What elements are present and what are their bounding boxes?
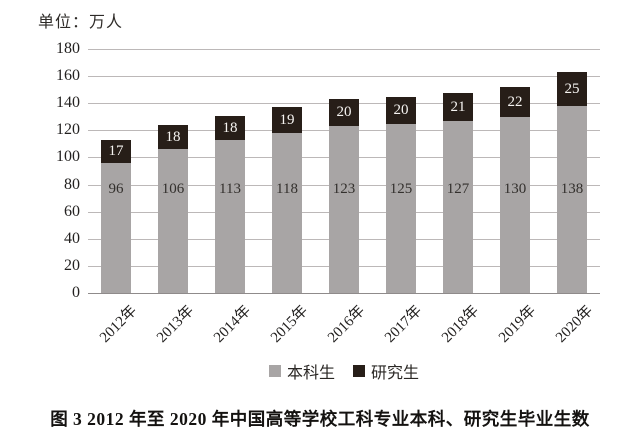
- x-tick-label-2013年: 2013年: [153, 302, 198, 346]
- gridline: [88, 49, 600, 50]
- gridline: [88, 76, 600, 77]
- figure-caption: 图 3 2012 年至 2020 年中国高等学校工科专业本科、研究生毕业生数: [50, 409, 590, 429]
- x-tick-label-2017年: 2017年: [381, 302, 426, 346]
- y-tick-label: 60: [64, 203, 80, 220]
- bar-segment-本科生-2015年: [272, 133, 302, 293]
- x-tick-label-2012年: 2012年: [96, 302, 141, 346]
- bar-segment-研究生-2015年: 19: [272, 107, 302, 133]
- y-tick-label: 140: [56, 94, 80, 111]
- value-label-本科生-2015年: 118: [276, 181, 298, 197]
- bar-segment-本科生-2014年: [215, 140, 245, 293]
- bar-segment-本科生-2018年: [443, 121, 473, 293]
- legend-swatch-icon: [353, 365, 365, 377]
- y-tick-label: 180: [56, 40, 80, 57]
- x-tick-label-2019年: 2019年: [495, 302, 540, 346]
- x-tick-label-2015年: 2015年: [267, 302, 312, 346]
- legend: 本科生 研究生: [88, 359, 600, 383]
- bar-segment-研究生-2016年: 20: [329, 99, 359, 126]
- value-label-本科生-2013年: 106: [161, 181, 185, 197]
- y-tick-label: 0: [72, 284, 80, 301]
- x-tick-label-2018年: 2018年: [438, 302, 483, 346]
- bar-segment-本科生-2019年: [500, 117, 530, 293]
- legend-swatch-icon: [268, 365, 281, 377]
- bar-segment-研究生-2012年: 17: [101, 140, 131, 163]
- x-tick-label-2020年: 2020年: [552, 302, 597, 346]
- y-tick-label: 100: [56, 148, 80, 165]
- legend-label: 本科生: [286, 365, 335, 382]
- bar-segment-研究生-2013年: 18: [158, 125, 188, 149]
- value-label-本科生-2020年: 138: [560, 181, 584, 197]
- bar-segment-研究生-2019年: 22: [500, 87, 530, 117]
- bar-segment-本科生-2013年: [158, 149, 188, 293]
- bar-segment-本科生-2016年: [329, 126, 359, 293]
- value-label-本科生-2014年: 113: [219, 181, 241, 197]
- bar-segment-本科生-2017年: [386, 124, 416, 293]
- y-tick-label: 20: [64, 257, 80, 274]
- bar-segment-本科生-2020年: [557, 106, 587, 293]
- legend-item-研究生: 研究生: [353, 359, 419, 383]
- bar-segment-研究生-2018年: 21: [443, 93, 473, 121]
- y-tick-label: 120: [56, 121, 80, 138]
- x-tick-label-2016年: 2016年: [324, 302, 369, 346]
- bar-segment-本科生-2012年: [101, 163, 131, 293]
- value-label-本科生-2012年: 96: [108, 181, 124, 197]
- x-axis-line: [88, 293, 600, 294]
- y-tick-label: 40: [64, 230, 80, 247]
- value-label-本科生-2019年: 130: [503, 181, 527, 197]
- legend-label: 研究生: [371, 365, 420, 382]
- legend-item-本科生: 本科生: [268, 359, 335, 383]
- y-tick-label: 80: [64, 176, 80, 193]
- unit-label: 单位：万人: [38, 14, 124, 31]
- value-label-本科生-2017年: 125: [389, 181, 413, 197]
- value-label-本科生-2016年: 123: [332, 181, 356, 197]
- bar-segment-研究生-2017年: 20: [386, 97, 416, 124]
- bar-segment-研究生-2020年: 25: [557, 72, 587, 106]
- x-tick-label-2014年: 2014年: [210, 302, 255, 346]
- y-tick-label: 160: [56, 67, 80, 84]
- value-label-本科生-2018年: 127: [446, 181, 470, 197]
- bar-segment-研究生-2014年: 18: [215, 116, 245, 140]
